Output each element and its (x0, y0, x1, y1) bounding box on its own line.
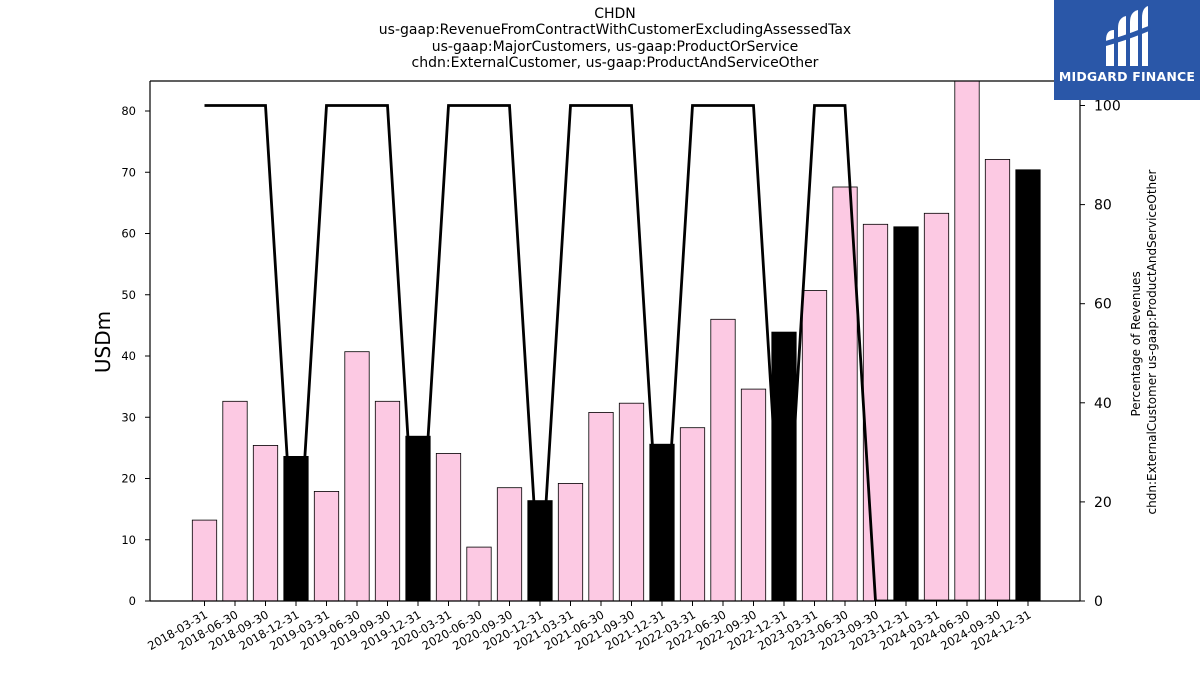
chart-title: CHDN us-gaap:RevenueFromContractWithCust… (150, 6, 1080, 71)
y-tick-label: 10 (121, 533, 136, 547)
bar (252, 444, 279, 601)
chart-title-line: CHDN (594, 6, 636, 22)
bar (893, 226, 919, 601)
bar (679, 427, 706, 601)
y-tick-label: 60 (121, 227, 136, 241)
y2-tick-label: 100 (1094, 99, 1121, 115)
y-tick-label: 80 (121, 104, 136, 118)
bar (191, 519, 218, 601)
y2-axis-label: Percentage of Revenues chdn:ExternalCust… (1129, 169, 1159, 514)
y-tick-label: 30 (121, 410, 136, 424)
bar (557, 482, 584, 601)
percentage-line (204, 104, 1028, 601)
chart-title-line: us-gaap:RevenueFromContractWithCustomerE… (378, 22, 852, 39)
bar (588, 411, 614, 601)
y2-axis-label-line: Percentage of Revenues (1129, 271, 1143, 416)
bar (496, 487, 523, 601)
bar (344, 351, 370, 601)
bar (435, 452, 462, 601)
chart-title-line: chdn:ExternalCustomer, us-gaap:ProductAn… (411, 54, 819, 71)
y-axis-ticks: 0 10 20 30 40 50 60 70 80 (121, 104, 150, 608)
bar (954, 81, 980, 601)
bar (618, 402, 645, 601)
bar (1015, 169, 1041, 601)
bar (374, 400, 401, 601)
percentage-line-series (204, 104, 1028, 601)
y2-tick-label: 20 (1094, 495, 1112, 511)
bar-series (191, 81, 1041, 601)
y-tick-label: 70 (121, 165, 136, 179)
y2-tick-label: 40 (1094, 396, 1112, 412)
bar (801, 290, 828, 601)
y2-tick-label: 0 (1094, 594, 1103, 610)
bar (923, 212, 950, 601)
bar (740, 388, 767, 601)
x-axis-ticks: 2018-03-312018-06-302018-09-302018-12-31… (145, 601, 1034, 653)
bar (710, 318, 736, 601)
y2-axis-ticks: 0 20 40 60 80 100 (1080, 99, 1121, 610)
bar (984, 158, 1011, 601)
midgard-finance-logo: MIDGARD FINANCE (1054, 0, 1200, 100)
y-tick-label: 50 (121, 288, 136, 302)
logo-text: MIDGARD FINANCE (1058, 69, 1196, 84)
y2-tick-label: 80 (1094, 198, 1112, 214)
y2-tick-label: 60 (1094, 297, 1112, 313)
y-tick-label: 40 (121, 349, 136, 363)
chart-title-line: us-gaap:MajorCustomers, us-gaap:ProductO… (431, 38, 799, 55)
y-axis-label: USDm (91, 311, 115, 373)
bar (222, 400, 248, 601)
midgard-logo-icon (1103, 6, 1151, 66)
bar (466, 546, 492, 601)
chart-axes (149, 80, 1081, 602)
y-tick-label: 0 (129, 594, 136, 608)
y-tick-label: 20 (121, 472, 136, 486)
y2-axis-label-line: chdn:ExternalCustomer us-gaap:ProductAnd… (1145, 169, 1159, 514)
bar (313, 490, 340, 601)
bar (862, 223, 889, 601)
